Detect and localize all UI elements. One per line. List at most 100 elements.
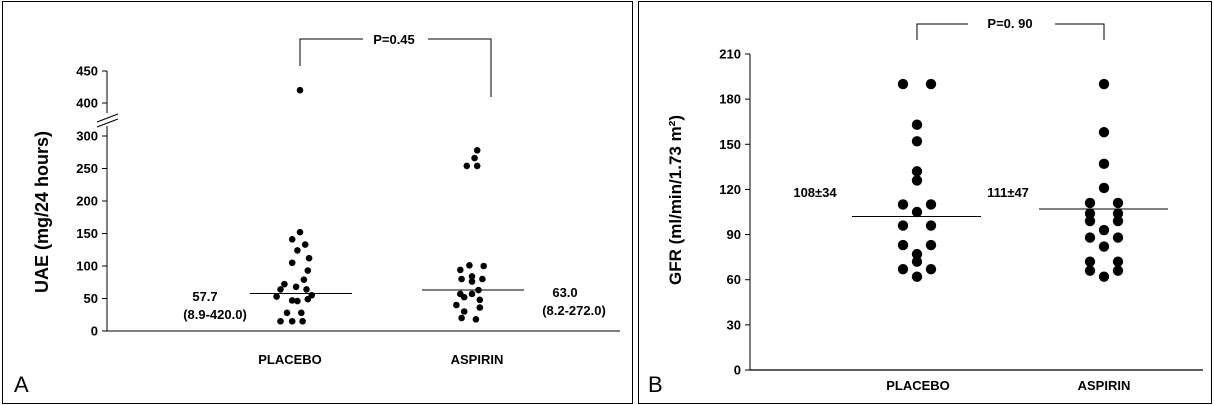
panel-a-comparison-p: P=0.45: [373, 32, 415, 47]
panel-b-data-point: [925, 239, 937, 251]
panel-b-data-point: [1084, 197, 1096, 209]
panel-a-y-tick-label: 200: [76, 194, 98, 209]
panel-b-data-point: [1084, 265, 1096, 276]
panel-a-data-point: [298, 309, 305, 317]
panel-b-y-tick-label: 120: [719, 182, 741, 197]
panel-b-data-point: [925, 199, 937, 210]
panel-a-data-point: [273, 293, 280, 300]
panel-a-data-point: [458, 275, 465, 283]
panel-b-data-point: [1084, 215, 1096, 227]
panel-b-data-point: [1084, 232, 1096, 243]
panel-b-y-tick-label: 30: [727, 317, 741, 332]
panel-a-y-tick-label: 400: [76, 96, 98, 111]
panel-b-data-point: [911, 206, 923, 218]
panel-b-data-point: [897, 220, 909, 231]
panel-a-y-tick-label: 450: [76, 64, 98, 79]
panel-b-data-point: [897, 239, 909, 251]
panel-b-frame: [638, 1, 1212, 404]
panel-b-y-axis-label: GFR (ml/min/1.73 m²): [666, 115, 685, 285]
panel-b-placebo-mean: 108±34: [793, 185, 837, 200]
panel-a-y-tick-label: 250: [76, 161, 98, 176]
panel-b-data-point: [897, 78, 909, 90]
panel-b-data-point: [925, 78, 937, 90]
panel-a-data-point: [304, 295, 312, 303]
panel-b-data-point: [1112, 215, 1124, 227]
panel-b-y-tick-label: 60: [727, 272, 741, 287]
panel-b-data-point: [897, 199, 909, 210]
panel-b-letter: B: [648, 372, 663, 397]
panel-b-y-tick-label: 0: [734, 363, 741, 378]
panel-a-data-point: [468, 278, 476, 285]
panel-a-data-point: [300, 276, 308, 283]
panel-a-data-point: [305, 254, 313, 262]
panel-a-data-point: [288, 259, 296, 267]
panel-b-y-tick-label: 150: [719, 137, 741, 152]
panel-a-category-placebo: PLACEBO: [258, 352, 322, 367]
panel-b-data-point: [911, 175, 923, 186]
panel-a-data-point: [292, 283, 300, 291]
panel-b-y-tick-label: 210: [719, 47, 741, 62]
panel-a-placebo-median: 57.7: [192, 289, 217, 304]
panel-a-y-tick-label: 0: [91, 324, 98, 339]
panel-a-data-point: [288, 236, 296, 243]
panel-a-data-point: [475, 286, 482, 294]
panel-a-data-point: [299, 317, 306, 325]
panel-b-data-point: [911, 166, 923, 177]
panel-a-axis-break-mark: [96, 113, 119, 123]
panel-a-data-point: [473, 147, 481, 154]
panel-a-data-point: [480, 262, 488, 270]
panel-a-comparison-bracket: [428, 38, 492, 97]
panel-b-data-point: [1098, 78, 1110, 90]
panel-b-comparison-p: P=0. 90: [987, 16, 1032, 31]
panel-a-data-point: [463, 162, 471, 170]
panel-a-frame: [2, 1, 633, 404]
panel-b-data-point: [1112, 232, 1124, 243]
panel-b-data-point: [1098, 182, 1110, 194]
panel-a-data-point: [301, 241, 309, 248]
panel-a-y-tick-label: 150: [76, 226, 98, 241]
panel-b-data-point: [911, 271, 923, 282]
panel-a-axis-break-mark: [96, 118, 119, 128]
panel-b-data-point: [1098, 158, 1110, 170]
panel-a-data-point: [277, 317, 284, 325]
panel-a-data-point: [303, 286, 310, 293]
panel-a-data-point: [281, 280, 288, 288]
panel-a-data-point: [472, 316, 480, 323]
panel-a-data-point: [460, 293, 468, 301]
panel-a-y-tick-label: 50: [84, 291, 98, 306]
panel-a-data-point: [466, 262, 473, 269]
panel-a-data-point: [304, 267, 312, 274]
panel-a-placebo-range: (8.9-420.0): [183, 307, 247, 322]
panel-a-data-point: [460, 308, 468, 315]
panel-a-data-point: [294, 247, 301, 254]
panel-b-comparison-bracket: [1055, 23, 1105, 40]
panel-a-data-point: [476, 304, 484, 311]
panel-b-data-point: [1084, 208, 1096, 219]
panel-b-data-point: [1098, 271, 1110, 282]
panel-b-data-point: [911, 248, 923, 260]
panel-a-data-point: [277, 286, 284, 293]
panel-b-data-point: [1112, 197, 1124, 209]
panel-a-data-point: [476, 296, 484, 304]
panel-b-data-point: [1112, 265, 1124, 276]
panel-a-data-point: [457, 266, 464, 274]
panel-b-data-point: [911, 136, 923, 147]
panel-a-data-point: [479, 275, 486, 283]
panel-b-category-aspirin: ASPIRIN: [1078, 378, 1131, 393]
panel-a-data-point: [296, 86, 304, 94]
panel-b-category-placebo: PLACEBO: [886, 378, 950, 393]
panel-b-data-point: [925, 220, 937, 231]
panel-a-data-point: [296, 228, 304, 236]
panel-b-data-point: [911, 256, 923, 267]
panel-a-category-aspirin: ASPIRIN: [451, 352, 504, 367]
panel-a-data-point: [468, 290, 476, 298]
panel-b-data-point: [1112, 208, 1124, 219]
panel-b-data-point: [925, 263, 937, 275]
panel-b-data-point: [1098, 127, 1110, 138]
panel-a-aspirin-median: 63.0: [552, 285, 577, 300]
panel-a-data-point: [294, 297, 301, 305]
panel-a-comparison-bracket: [299, 38, 363, 66]
panel-a-data-point: [288, 317, 296, 325]
panel-a-data-point: [468, 273, 476, 280]
panel-b-data-point: [897, 263, 909, 275]
